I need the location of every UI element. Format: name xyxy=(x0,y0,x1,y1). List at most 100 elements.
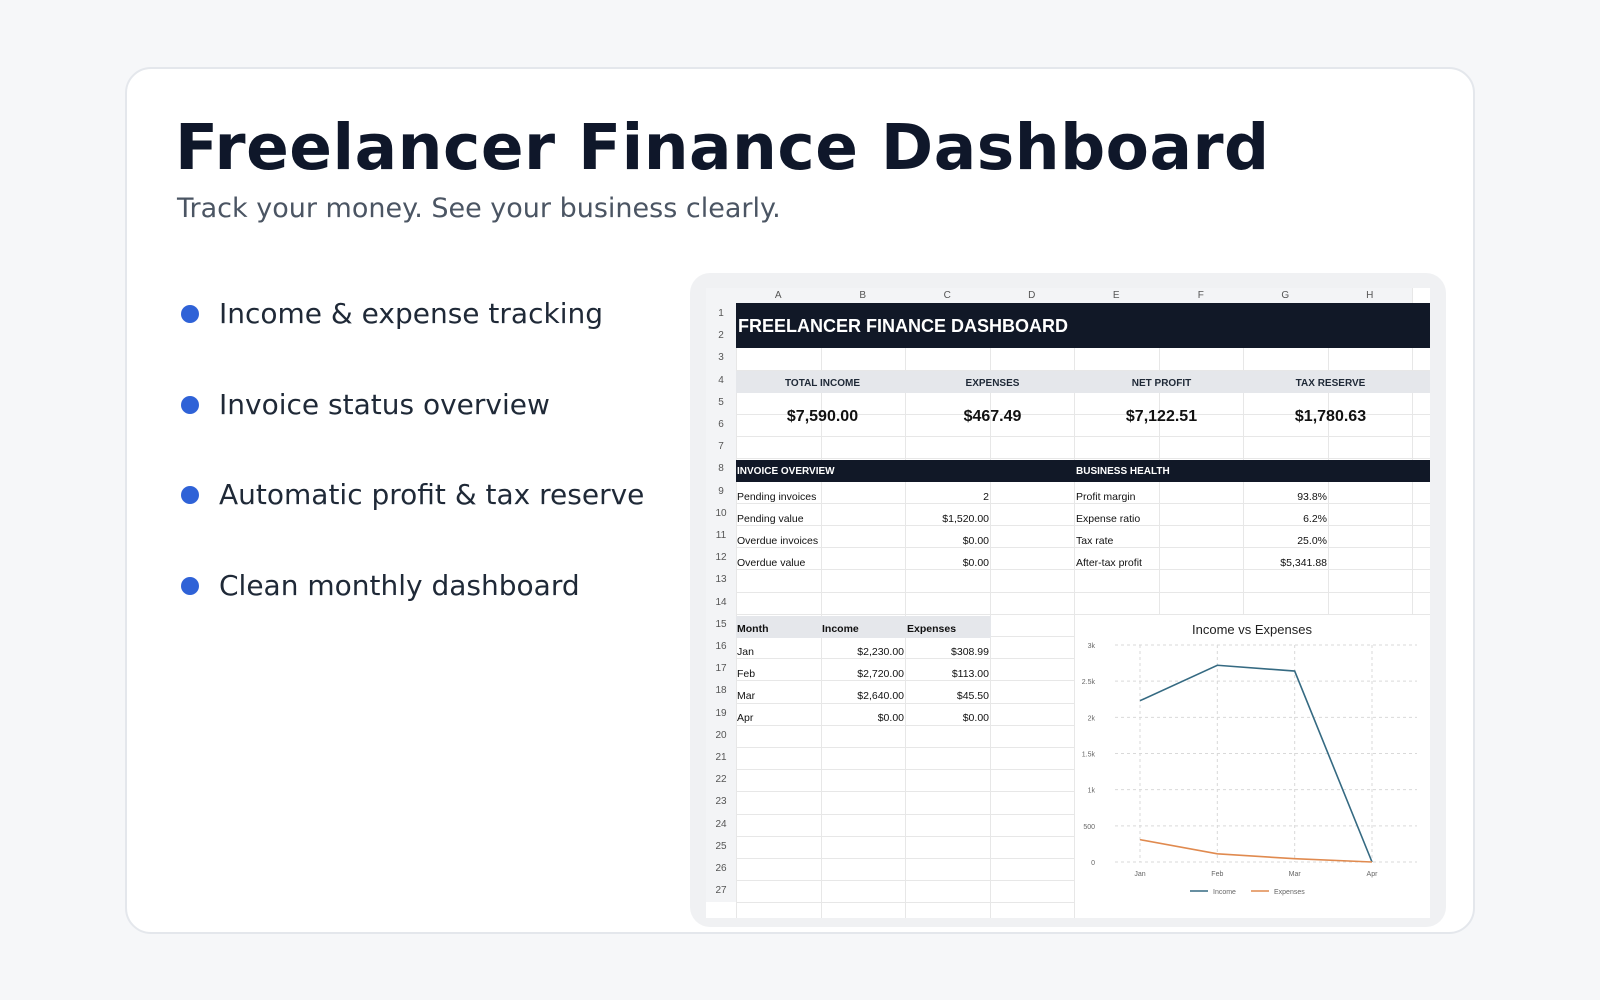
column-header-a[interactable]: A xyxy=(736,288,821,303)
section-header-bar xyxy=(736,460,1430,482)
chart-svg: Income vs Expenses 0 500 1k 1.5k 2k 2.5k 3k Jan F… xyxy=(1082,622,1417,896)
bullet-dot-icon xyxy=(181,486,199,504)
row-header-17[interactable]: 17 xyxy=(706,658,736,681)
row-header-11[interactable]: 11 xyxy=(706,525,736,548)
y-tick-label: 1k xyxy=(1088,788,1096,795)
invoice-row-label: Pending invoices xyxy=(737,491,817,503)
y-tick-label: 2k xyxy=(1088,715,1096,722)
income-expenses-chart: Income vs Expenses 0 500 1k 1.5k 2k 2.5k 3k Jan F… xyxy=(1075,615,1430,918)
row-header-20[interactable]: 20 xyxy=(706,724,736,747)
row-header-9[interactable]: 9 xyxy=(706,480,736,503)
column-header-c[interactable]: C xyxy=(905,288,990,303)
feature-item: Invoice status overview xyxy=(181,385,644,476)
grid-col-line xyxy=(905,288,906,918)
kpi-label-net-profit: NET PROFIT xyxy=(1131,378,1192,389)
legend-label: Income xyxy=(1213,889,1236,896)
row-header-24[interactable]: 24 xyxy=(706,813,736,836)
row-header-3[interactable]: 3 xyxy=(706,347,736,370)
health-row-label: Profit margin xyxy=(1076,491,1136,503)
kpi-label-expenses: EXPENSES xyxy=(965,378,1020,389)
grid-row-line xyxy=(736,613,1430,615)
row-header-5[interactable]: 5 xyxy=(706,391,736,414)
page-title: Freelancer Finance Dashboard xyxy=(175,111,1270,184)
sheet-banner-title: FREELANCER FINANCE DASHBOARD xyxy=(738,316,1069,336)
column-header-b[interactable]: B xyxy=(820,288,905,303)
grid-col-line xyxy=(1327,288,1329,918)
row-header-2[interactable]: 2 xyxy=(706,325,736,348)
row-header-15[interactable]: 15 xyxy=(706,613,736,636)
row-header-18[interactable]: 18 xyxy=(706,680,736,703)
grid-row-line xyxy=(736,436,1430,438)
grid-row-line xyxy=(736,547,1430,549)
grid-col-line xyxy=(820,288,822,918)
kpi-header-row xyxy=(736,371,1430,393)
business-health-title: BUSINESS HEALTH xyxy=(1076,466,1170,477)
feature-list: Income & expense tracking Invoice status… xyxy=(181,294,644,656)
invoice-row-value: $0.00 xyxy=(962,557,989,569)
monthly-row-month: Feb xyxy=(737,668,756,680)
legend-label: Expenses xyxy=(1274,889,1305,896)
monthly-row-month: Jan xyxy=(737,646,754,658)
monthly-row-income: $2,230.00 xyxy=(857,646,904,658)
invoice-row-value: $1,520.00 xyxy=(942,513,989,525)
kpi-value-net-profit: $7,122.51 xyxy=(1125,408,1198,425)
row-header-23[interactable]: 23 xyxy=(706,791,736,814)
health-row-label: Tax rate xyxy=(1076,535,1114,547)
feature-label: Automatic profit & tax reserve xyxy=(219,478,645,511)
series-line-expenses xyxy=(1139,838,1373,863)
grid-row-line xyxy=(736,458,1430,460)
x-tick-label: Mar xyxy=(1289,871,1302,878)
y-tick-label: 500 xyxy=(1083,824,1095,831)
row-header-13[interactable]: 13 xyxy=(706,569,736,592)
sheet-banner: FREELANCER FINANCE DASHBOARD xyxy=(736,303,1430,348)
health-row-value: 93.8% xyxy=(1297,491,1327,503)
monthly-row-income: $0.00 xyxy=(877,712,904,724)
monthly-row-expenses: $45.50 xyxy=(956,690,989,702)
bullet-dot-icon xyxy=(181,395,199,414)
grid-row-line xyxy=(736,569,1430,571)
invoice-row-value: 2 xyxy=(983,491,989,503)
health-row-value: $5,341.88 xyxy=(1280,557,1327,569)
row-header-14[interactable]: 14 xyxy=(706,591,736,614)
y-tick-label: 1.5k xyxy=(1082,752,1096,759)
row-header-10[interactable]: 10 xyxy=(706,502,736,525)
grid-col-line xyxy=(1074,288,1075,918)
grid-col-line xyxy=(1158,288,1160,918)
grid-row-line xyxy=(736,414,1430,415)
grid-col-line xyxy=(989,288,991,918)
monthly-row-income: $2,720.00 xyxy=(857,668,904,680)
grid-row-line xyxy=(736,525,1430,526)
row-header-6[interactable]: 6 xyxy=(706,414,736,437)
column-header-h[interactable]: H xyxy=(1327,288,1412,303)
monthly-row-expenses: $308.99 xyxy=(951,646,989,658)
invoice-row-label: Overdue value xyxy=(737,557,806,569)
spreadsheet-preview: 27 26 25 24 23 22 21 20 19 18 17 16 15 14 13 12 11 10 9 8 7 6… xyxy=(690,273,1446,927)
column-header-d[interactable]: D xyxy=(989,288,1074,303)
monthly-row-expenses: $0.00 xyxy=(962,712,989,724)
grid-col-line xyxy=(1243,288,1244,918)
row-header-25[interactable]: 25 xyxy=(706,835,736,858)
row-header-16[interactable]: 16 xyxy=(706,636,736,659)
row-header-4[interactable]: 4 xyxy=(706,369,736,392)
monthly-row-month: Mar xyxy=(737,690,756,702)
row-header-8[interactable]: 8 xyxy=(706,458,736,481)
row-header-22[interactable]: 22 xyxy=(706,769,736,792)
row-header-7[interactable]: 7 xyxy=(706,436,736,459)
monthly-row-month: Apr xyxy=(737,712,754,724)
feature-item: Automatic profit & tax reserve xyxy=(181,475,644,566)
row-header-26[interactable]: 26 xyxy=(706,858,736,881)
monthly-table-header xyxy=(736,616,991,638)
column-header-f[interactable]: F xyxy=(1158,288,1243,303)
sheet-corner[interactable] xyxy=(706,288,736,303)
page-subtitle: Track your money. See your business clea… xyxy=(177,193,781,224)
kpi-label-total-income: TOTAL INCOME xyxy=(785,378,860,389)
row-header-21[interactable]: 21 xyxy=(706,747,736,770)
column-header-e[interactable]: E xyxy=(1074,288,1159,303)
row-header-1[interactable]: 1 xyxy=(706,303,736,326)
grid-col-line xyxy=(736,288,737,918)
row-header-12[interactable]: 12 xyxy=(706,547,736,570)
feature-label: Income & expense tracking xyxy=(219,297,603,330)
row-header-19[interactable]: 19 xyxy=(706,702,736,725)
row-header-27[interactable]: 27 xyxy=(706,880,736,903)
column-header-g[interactable]: G xyxy=(1243,288,1328,303)
